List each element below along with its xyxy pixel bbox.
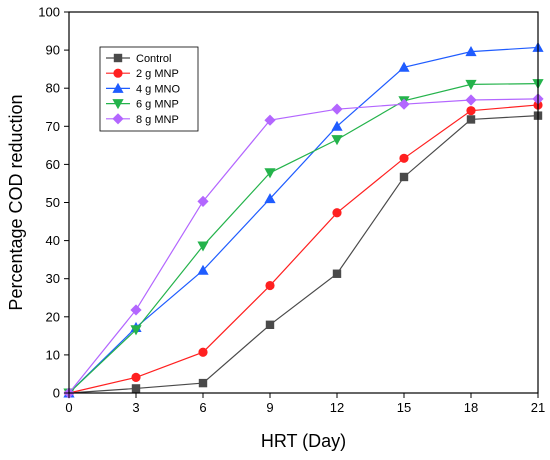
legend-label: Control bbox=[136, 53, 171, 65]
legend-label: 4 g MNO bbox=[136, 83, 180, 95]
data-point bbox=[197, 241, 209, 252]
data-point bbox=[331, 103, 343, 115]
data-point bbox=[131, 372, 141, 382]
data-point bbox=[264, 193, 276, 204]
data-point bbox=[130, 325, 142, 336]
x-axis-title: HRT (Day) bbox=[261, 431, 346, 451]
y-tick-label: 10 bbox=[46, 347, 60, 362]
legend-label: 6 g MNP bbox=[136, 99, 179, 111]
legend-marker bbox=[112, 99, 124, 110]
data-point bbox=[465, 79, 477, 90]
data-point bbox=[265, 280, 275, 291]
data-point bbox=[265, 320, 275, 330]
series-line bbox=[68, 98, 539, 394]
data-point bbox=[398, 98, 410, 110]
data-point bbox=[332, 269, 342, 278]
legend-label: 8 g MNP bbox=[136, 114, 179, 126]
series-line bbox=[68, 115, 539, 394]
data-point bbox=[264, 114, 276, 126]
x-tick-label: 15 bbox=[397, 400, 411, 415]
legend-item: Control bbox=[106, 53, 171, 65]
x-axis: 0 3 6 9 12 15 18 21 bbox=[65, 393, 545, 415]
data-point bbox=[131, 384, 141, 393]
legend-item: 8 g MNP bbox=[106, 113, 179, 126]
x-tick-label: 12 bbox=[330, 400, 344, 415]
data-point bbox=[466, 106, 476, 116]
x-tick-label: 18 bbox=[464, 400, 478, 415]
y-tick-label: 80 bbox=[46, 81, 60, 96]
series-line bbox=[68, 46, 539, 394]
data-point bbox=[197, 195, 209, 207]
data-point bbox=[465, 46, 477, 57]
y-tick-label: 0 bbox=[53, 386, 60, 401]
series-control bbox=[64, 111, 543, 398]
legend-label: 2 g MNP bbox=[136, 68, 179, 80]
data-point bbox=[331, 135, 343, 146]
x-tick-label: 3 bbox=[132, 400, 139, 415]
y-tick-label: 50 bbox=[46, 195, 60, 210]
data-point bbox=[466, 115, 476, 124]
legend-marker bbox=[113, 53, 123, 63]
y-tick-label: 70 bbox=[46, 119, 60, 134]
legend-marker bbox=[112, 82, 124, 93]
legend-marker bbox=[112, 113, 124, 125]
plot-area bbox=[63, 41, 544, 399]
series-line bbox=[68, 104, 539, 394]
x-tick-label: 0 bbox=[65, 400, 72, 415]
y-tick-label: 60 bbox=[46, 157, 60, 172]
y-tick-label: 20 bbox=[46, 309, 60, 324]
legend-item: 6 g MNP bbox=[106, 99, 179, 111]
x-tick-label: 6 bbox=[199, 400, 206, 415]
data-point bbox=[264, 168, 276, 179]
legend-item: 4 g MNO bbox=[106, 82, 180, 95]
legend: Control 2 g MNP 4 g MNO 6 g MNP 8 g MNP bbox=[99, 46, 199, 132]
legend-marker bbox=[113, 68, 123, 78]
series-8-g-mnp bbox=[63, 93, 544, 399]
y-axis: 0 10 20 30 40 50 60 70 80 90 100 bbox=[38, 5, 69, 401]
y-tick-label: 40 bbox=[46, 233, 60, 248]
y-tick-label: 90 bbox=[46, 43, 60, 58]
data-point bbox=[197, 264, 209, 275]
data-point bbox=[130, 304, 142, 316]
data-point bbox=[332, 208, 342, 218]
data-point bbox=[399, 172, 409, 182]
x-tick-label: 21 bbox=[531, 400, 545, 415]
data-point bbox=[198, 347, 208, 357]
legend-item: 2 g MNP bbox=[106, 68, 179, 80]
data-point bbox=[465, 94, 477, 106]
data-point bbox=[331, 120, 343, 131]
y-tick-label: 100 bbox=[38, 5, 60, 20]
series-2-g-mnp bbox=[64, 100, 543, 398]
y-tick-label: 30 bbox=[46, 271, 60, 286]
data-point bbox=[198, 378, 208, 388]
y-axis-title: Percentage COD reduction bbox=[6, 94, 26, 310]
series-line bbox=[68, 83, 539, 394]
data-point bbox=[399, 153, 409, 163]
x-tick-label: 9 bbox=[266, 400, 273, 415]
data-point bbox=[398, 61, 410, 72]
